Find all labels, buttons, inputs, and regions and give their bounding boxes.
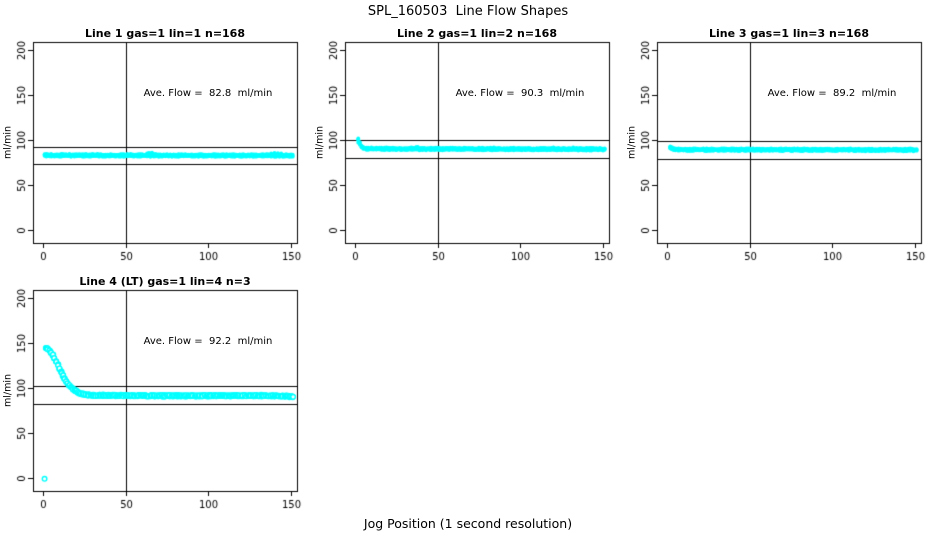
y-axis-unit-label: ml/min (626, 126, 638, 160)
y-axis-unit-label: ml/min (314, 126, 326, 160)
panel-title: Line 3 gas=1 lin=3 n=168 (708, 27, 869, 40)
panel-line-2: Line 2 gas=1 lin=2 n=168 ml/min Ave. Flo… (312, 20, 624, 270)
panel-title: Line 2 gas=1 lin=2 n=168 (396, 27, 557, 40)
avg-flow-annotation: Ave. Flow = 89.2 ml/min (767, 88, 897, 99)
plot-canvas-line-2 (312, 20, 624, 270)
avg-flow-annotation: Ave. Flow = 92.2 ml/min (143, 336, 273, 347)
plot-canvas-line-3 (624, 20, 936, 270)
panel-title: Line 1 gas=1 lin=1 n=168 (84, 27, 245, 40)
panel-title: Line 4 (LT) gas=1 lin=4 n=3 (79, 275, 251, 288)
plot-canvas-line-4 (0, 268, 312, 518)
avg-flow-annotation: Ave. Flow = 82.8 ml/min (143, 88, 273, 99)
y-axis-unit-label: ml/min (2, 374, 14, 408)
x-axis-label: Jog Position (1 second resolution) (363, 516, 573, 531)
panel-line-3: Line 3 gas=1 lin=3 n=168 ml/min Ave. Flo… (624, 20, 936, 270)
panel-line-4: Line 4 (LT) gas=1 lin=4 n=3 ml/min Ave. … (0, 268, 312, 518)
plot-canvas-line-1 (0, 20, 312, 270)
main-title: SPL_160503 Line Flow Shapes (367, 4, 569, 19)
y-axis-unit-label: ml/min (2, 126, 14, 160)
panel-line-1: Line 1 gas=1 lin=1 n=168 ml/min Ave. Flo… (0, 20, 312, 270)
avg-flow-annotation: Ave. Flow = 90.3 ml/min (455, 88, 585, 99)
